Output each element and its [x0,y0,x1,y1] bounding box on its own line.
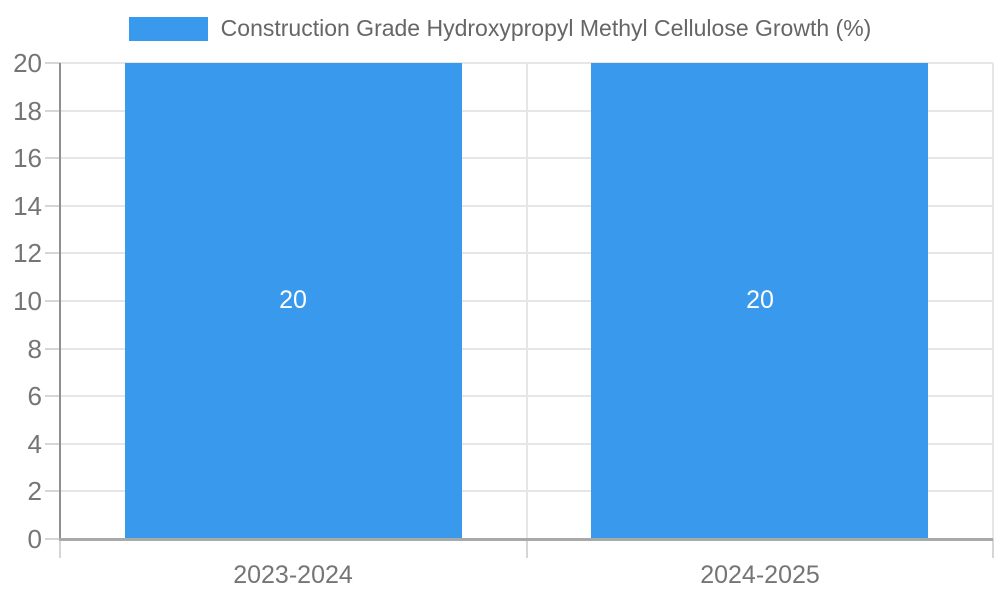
x-gridline [992,63,994,539]
y-tick-mark [45,443,60,445]
y-tick-label: 6 [27,381,42,411]
x-tick-mark [59,539,61,558]
y-tick-label: 0 [27,524,42,554]
y-tick-mark [45,252,60,254]
y-tick-label: 18 [13,96,42,126]
y-tick-label: 10 [13,286,42,316]
y-tick-mark [45,300,60,302]
y-tick-mark [45,110,60,112]
y-tick-mark [45,157,60,159]
legend[interactable]: Construction Grade Hydroxypropyl Methyl … [0,15,1000,43]
y-tick-mark [45,62,60,64]
x-tick-mark [526,539,528,558]
y-tick-label: 2 [27,476,42,506]
bar-value-label: 20 [279,286,307,314]
bar-value-label: 20 [746,286,774,314]
y-tick-mark [45,538,60,540]
y-tick-label: 16 [13,143,42,173]
y-tick-label: 14 [13,191,42,221]
x-tick-label: 2023-2024 [233,561,353,589]
y-tick-mark [45,395,60,397]
legend-swatch [128,16,208,41]
legend-label: Construction Grade Hydroxypropyl Methyl … [220,15,872,41]
y-tick-label: 20 [13,48,42,78]
y-tick-label: 12 [13,238,42,268]
x-tick-mark [992,539,994,558]
y-tick-mark [45,205,60,207]
bar[interactable] [591,63,928,539]
bar[interactable] [125,63,462,539]
y-tick-mark [45,490,60,492]
x-gridline [526,63,528,539]
y-axis-line [59,63,61,539]
x-baseline [59,538,993,541]
y-tick-label: 4 [27,429,42,459]
x-tick-label: 2024-2025 [700,561,820,589]
y-tick-label: 8 [27,334,42,364]
y-tick-mark [45,348,60,350]
